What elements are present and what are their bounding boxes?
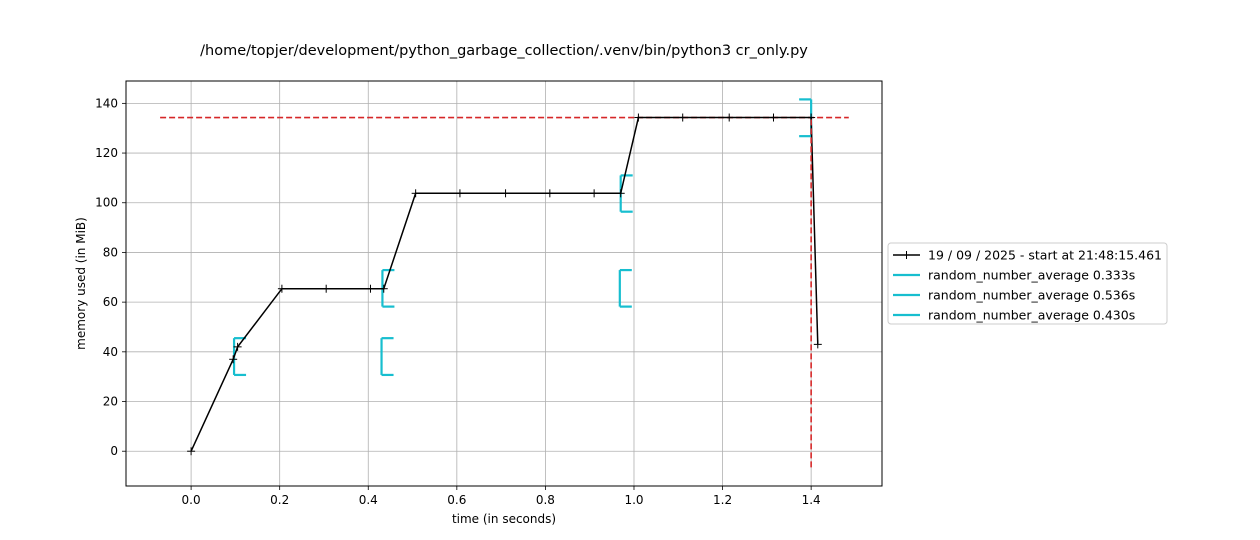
data-point: [501, 189, 510, 198]
data-point: [277, 284, 286, 293]
y-tick-label: 140: [95, 96, 118, 110]
data-point: [322, 284, 331, 293]
x-tick-label: 1.2: [713, 493, 732, 507]
chart-title: /home/topjer/development/python_garbage_…: [200, 43, 808, 59]
legend-entry: random_number_average 0.536s: [893, 288, 1135, 303]
data-point: [634, 113, 643, 122]
data-point: [725, 113, 734, 122]
y-tick-label: 0: [110, 444, 118, 458]
legend: 19 / 09 / 2025 - start at 21:48:15.461 ra…: [887, 242, 1168, 325]
x-tick-label: 1.4: [802, 493, 821, 507]
x-tick-label: 1.0: [624, 493, 643, 507]
y-tick-label: 40: [103, 345, 118, 359]
x-tick-label: 0.2: [270, 493, 289, 507]
data-point: [769, 113, 778, 122]
x-tick-label: 0.8: [536, 493, 555, 507]
y-tick-label: 120: [95, 146, 118, 160]
data-point: [187, 447, 196, 456]
data-point: [366, 284, 375, 293]
data-point: [616, 189, 625, 198]
legend-items: 19 / 09 / 2025 - start at 21:48:15.461 ra…: [893, 248, 1162, 323]
data-point: [233, 342, 242, 351]
y-tick-label: 20: [103, 395, 118, 409]
legend-entry: random_number_average 0.333s: [893, 268, 1135, 283]
x-axis-label: time (in seconds): [452, 512, 556, 526]
data-point: [590, 189, 599, 198]
legend-box: [887, 242, 1168, 325]
function-bracket-end: [380, 337, 394, 377]
legend-entry: 19 / 09 / 2025 - start at 21:48:15.461: [893, 248, 1162, 263]
y-tick-label: 100: [95, 196, 118, 210]
y-tick-label: 80: [103, 245, 118, 259]
axis-ticks: 0.0 0.2 0.4 0.6 0.8 1.0 1.2 1.4 0 20 40 60 80 100 120 1…: [95, 96, 821, 507]
plot-background: [126, 81, 882, 486]
x-tick-label: 0.6: [447, 493, 466, 507]
y-axis-label: memory used (in MiB): [74, 217, 88, 350]
legend-label: random_number_average 0.536s: [928, 288, 1135, 303]
legend-label: 19 / 09 / 2025 - start at 21:48:15.461: [928, 248, 1162, 263]
data-point: [678, 113, 687, 122]
data-point: [455, 189, 464, 198]
x-tick-label: 0.0: [182, 493, 201, 507]
x-tick-label: 0.4: [359, 493, 378, 507]
y-tick-label: 60: [103, 295, 118, 309]
data-point: [545, 189, 554, 198]
data-point: [411, 189, 420, 198]
legend-entry: random_number_average 0.430s: [893, 308, 1135, 323]
data-point: [379, 284, 388, 293]
data-point: [229, 355, 238, 364]
function-bracket-end: [618, 268, 632, 308]
legend-label: random_number_average 0.333s: [928, 268, 1135, 283]
plot-frame: [125, 80, 883, 487]
legend-label: random_number_average 0.430s: [928, 308, 1135, 323]
memory-series: [187, 113, 822, 456]
data-point: [813, 340, 822, 349]
plot-area: 0.0 0.2 0.4 0.6 0.8 1.0 1.2 1.4 0 20 40 60 80 100 120 1…: [95, 80, 883, 507]
